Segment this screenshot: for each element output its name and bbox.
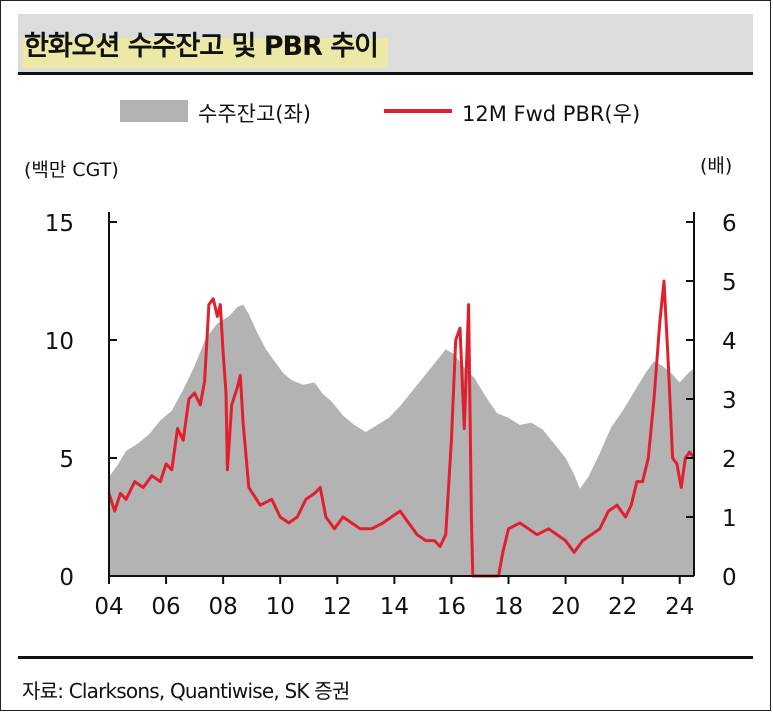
left-tick-label: 0: [59, 565, 74, 591]
x-tick-label: 24: [665, 594, 694, 620]
x-tick-label: 04: [94, 594, 123, 620]
title-highlight: [22, 38, 388, 68]
left-tick-label: 10: [45, 329, 74, 355]
x-tick-label: 22: [608, 594, 637, 620]
right-tick-label: 3: [722, 388, 737, 414]
x-tick-label: 12: [323, 594, 352, 620]
left-axis-unit: (백만 CGT): [24, 159, 119, 181]
legend-area-label: 수주잔고(좌): [198, 102, 311, 126]
right-tick-label: 0: [722, 565, 737, 591]
line-layer: [107, 279, 696, 578]
right-tick-label: 5: [722, 270, 737, 296]
right-axis-unit: (배): [700, 155, 732, 177]
right-tick-label: 4: [722, 329, 737, 355]
title-rule: [18, 72, 753, 75]
right-tick-label: 1: [722, 506, 737, 532]
x-tick-label: 08: [209, 594, 238, 620]
chart-title: 한화오션 수주잔고 및 PBR 추이: [24, 31, 379, 62]
left-tick-label: 15: [45, 211, 74, 237]
backlog-area: [109, 304, 694, 576]
legend-area-swatch: [120, 100, 188, 122]
source-note: 자료: Clarksons, Quantiwise, SK 증권: [22, 679, 350, 703]
x-tick-label: 20: [551, 594, 580, 620]
x-tick-label: 06: [151, 594, 180, 620]
left-tick-label: 5: [59, 447, 74, 473]
pbr-line: [107, 279, 696, 578]
x-tick-label: 10: [266, 594, 295, 620]
right-tick-label: 2: [722, 447, 737, 473]
x-tick-label: 16: [437, 594, 466, 620]
x-tick-label: 14: [380, 594, 409, 620]
legend-line-label: 12M Fwd PBR(우): [462, 102, 640, 126]
bottom-rule: [18, 656, 753, 659]
right-tick-label: 6: [722, 211, 737, 237]
x-tick-label: 18: [494, 594, 523, 620]
area-layer: [109, 304, 694, 576]
